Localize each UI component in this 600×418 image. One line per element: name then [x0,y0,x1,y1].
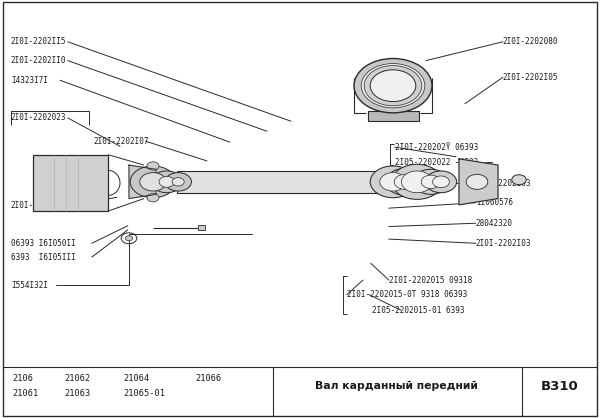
Circle shape [165,173,191,191]
Text: 2I0I-2202I07: 2I0I-2202I07 [93,137,149,146]
Bar [33,155,108,211]
Text: 2I0I-2202I05: 2I0I-2202I05 [503,73,558,82]
Text: 2I0I-2202015 09318: 2I0I-2202015 09318 [389,275,472,285]
Text: 2I0I-2202II0: 2I0I-2202II0 [11,56,66,65]
Text: 2I0I-2202I20: 2I0I-2202I20 [11,201,66,210]
Text: 06393 I6I050II: 06393 I6I050II [11,239,76,248]
Text: I554I32I: I554I32I [11,280,48,290]
Polygon shape [129,165,156,199]
Circle shape [147,194,159,202]
Text: 21065-01: 21065-01 [123,389,165,398]
Circle shape [159,176,175,187]
Circle shape [370,70,416,102]
Circle shape [392,164,442,199]
Text: 2I0I-2202I03: 2I0I-2202I03 [476,178,532,188]
Bar [399,173,438,191]
Circle shape [364,66,422,106]
Circle shape [147,162,159,170]
Polygon shape [459,159,498,205]
Circle shape [394,174,416,189]
Circle shape [425,171,457,193]
Text: 21064: 21064 [123,375,149,383]
Text: 21066: 21066 [195,375,221,383]
Bar [438,176,450,187]
Circle shape [401,171,433,193]
Text: B310: B310 [541,380,578,393]
Text: 2I0I-2202015-0T 9318 06393: 2I0I-2202015-0T 9318 06393 [347,290,467,299]
Text: 6393  I6I05III: 6393 I6I05III [11,252,76,262]
Circle shape [130,166,176,198]
Text: 28042320: 28042320 [476,219,513,228]
Text: Вал карданный передний: Вал карданный передний [314,381,478,392]
Bar [198,225,205,230]
Circle shape [172,178,184,186]
Circle shape [466,174,488,189]
Bar [177,171,384,193]
Text: 2I05-2202015-01 6393: 2I05-2202015-01 6393 [372,306,464,315]
Circle shape [354,59,432,113]
Circle shape [413,169,449,194]
Circle shape [125,236,133,241]
Text: 2106: 2106 [12,375,33,383]
Circle shape [433,176,449,188]
Text: 2I05-2202022  6393: 2I05-2202022 6393 [395,158,478,167]
Text: 2I0I-2202080: 2I0I-2202080 [503,37,558,46]
Polygon shape [384,171,399,193]
Circle shape [140,173,166,191]
Circle shape [421,175,440,189]
Text: 2I0I-220202Ȳ 06393: 2I0I-220202Ȳ 06393 [395,143,478,152]
Circle shape [380,173,406,191]
Circle shape [370,166,416,198]
Text: 2I0I-2202I03: 2I0I-2202I03 [476,239,532,248]
Bar [367,111,419,121]
Circle shape [386,168,424,195]
Text: I4323I7I: I4323I7I [11,76,48,85]
Text: 21062: 21062 [65,375,91,383]
Text: 2I0I-2202II5: 2I0I-2202II5 [11,37,66,46]
Text: 21061: 21061 [12,389,38,398]
Circle shape [512,175,526,185]
Text: II060576: II060576 [476,198,513,207]
Text: 21063: 21063 [65,389,91,398]
Circle shape [151,171,182,193]
Circle shape [361,64,425,108]
Text: 2I0I-2202023: 2I0I-2202023 [11,113,66,122]
